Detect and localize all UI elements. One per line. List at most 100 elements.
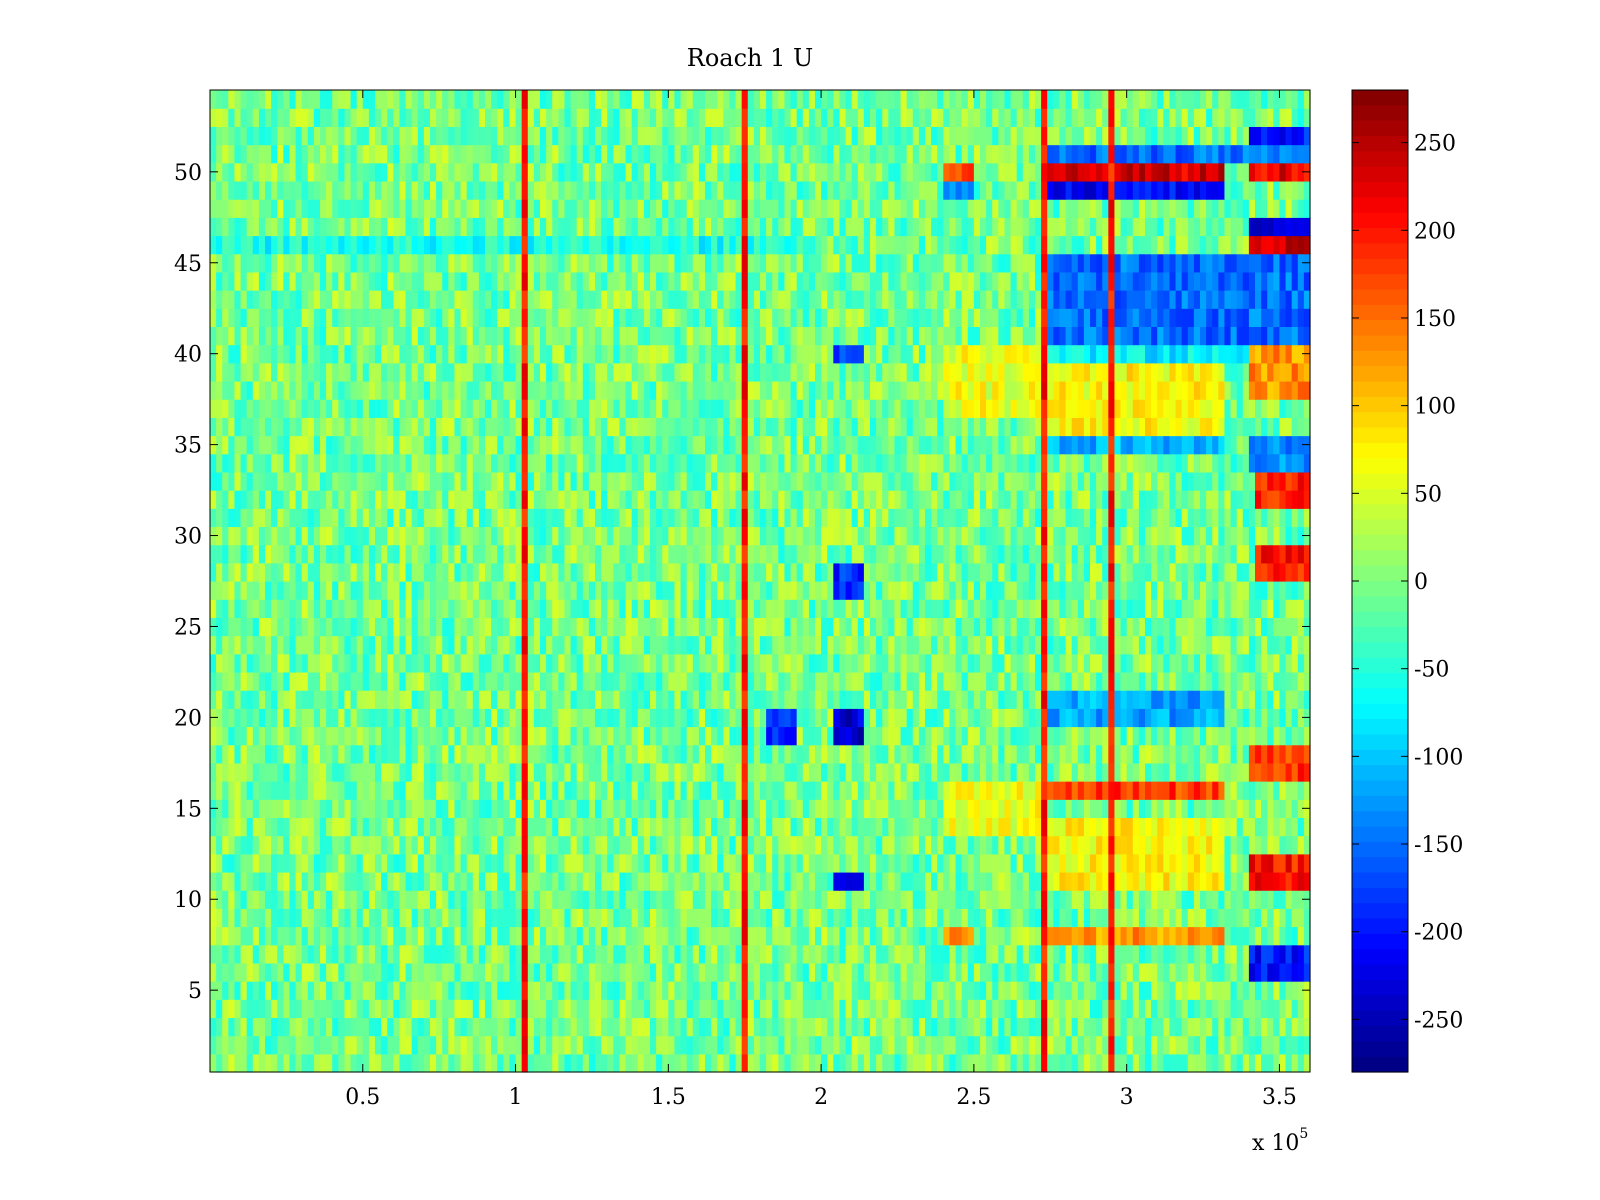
heatmap-cell	[1071, 599, 1079, 618]
heatmap-cell	[1169, 926, 1177, 946]
heatmap-cell	[882, 908, 889, 928]
heatmap-cell	[815, 962, 822, 982]
heatmap-cell	[607, 690, 614, 709]
heatmap-cell	[735, 708, 743, 728]
heatmap-cell	[967, 1035, 975, 1055]
heatmap-cell	[631, 617, 639, 637]
heatmap-cell	[796, 871, 804, 891]
heatmap-cell	[967, 635, 975, 655]
heatmap-cell	[582, 762, 590, 782]
heatmap-cell	[894, 653, 902, 673]
heatmap-cell	[558, 1035, 566, 1055]
heatmap-cell	[961, 1035, 969, 1055]
heatmap-cell	[485, 653, 492, 673]
heatmap-cell	[1291, 1035, 1299, 1055]
heatmap-cell	[711, 853, 718, 873]
heatmap-cell	[344, 581, 352, 600]
heatmap-cell	[943, 690, 951, 709]
heatmap-cell	[338, 617, 346, 637]
heatmap-cell	[350, 817, 358, 837]
heatmap-cell	[863, 799, 871, 819]
heatmap-cell	[839, 744, 847, 764]
heatmap-cell	[1022, 890, 1030, 909]
heatmap-cell	[552, 817, 559, 837]
heatmap-cell	[1028, 744, 1036, 764]
heatmap-cell	[1096, 581, 1103, 600]
heatmap-cell	[533, 890, 541, 909]
heatmap-cell	[1279, 835, 1287, 855]
heatmap-cell	[1053, 853, 1061, 873]
heatmap-cell	[533, 999, 541, 1019]
heatmap-cell	[1090, 871, 1097, 891]
heatmap-cell	[650, 1053, 657, 1073]
heatmap-cell	[1261, 599, 1268, 618]
heatmap-cell	[1206, 944, 1213, 964]
heatmap-cell	[1236, 944, 1244, 964]
heatmap-cell	[631, 944, 639, 964]
heatmap-cell	[252, 708, 260, 728]
heatmap-cell	[1242, 1035, 1250, 1055]
heatmap-cell	[931, 744, 938, 764]
heatmap-cell	[1175, 744, 1183, 764]
heatmap-cell	[808, 1035, 816, 1055]
heatmap-cell	[747, 726, 755, 746]
heatmap-cell	[332, 671, 339, 691]
heatmap-cell	[656, 908, 663, 928]
heatmap-cell	[625, 981, 633, 1000]
heatmap-cell	[1242, 817, 1250, 837]
heatmap-cell	[912, 762, 920, 782]
heatmap-cell	[808, 653, 816, 673]
heatmap-cell	[1261, 962, 1268, 982]
heatmap-cell	[595, 781, 602, 800]
heatmap-cell	[790, 1035, 798, 1055]
heatmap-cell	[778, 617, 786, 637]
heatmap-cell	[1230, 1053, 1238, 1073]
heatmap-cell	[1157, 890, 1164, 909]
heatmap-cell	[1212, 708, 1219, 728]
heatmap-cell	[1059, 726, 1067, 746]
heatmap-cell	[1077, 981, 1085, 1000]
heatmap-cell	[1077, 890, 1085, 909]
heatmap-cell	[356, 726, 364, 746]
heatmap-cell	[637, 562, 645, 582]
heatmap-cell	[980, 1035, 987, 1055]
heatmap-cell	[1242, 835, 1250, 855]
heatmap-cell	[393, 981, 401, 1000]
heatmap-cell	[973, 962, 981, 982]
heatmap-cell	[686, 853, 694, 873]
heatmap-cell	[1059, 617, 1067, 637]
heatmap-cell	[258, 726, 266, 746]
heatmap-cell	[980, 671, 987, 691]
heatmap-cell	[558, 871, 566, 891]
heatmap-cell	[399, 926, 407, 946]
heatmap-cell	[607, 671, 614, 691]
heatmap-cell	[937, 1053, 944, 1073]
heatmap-cell	[1071, 708, 1079, 728]
heatmap-cell	[570, 1035, 578, 1055]
heatmap-cell	[1083, 599, 1091, 618]
heatmap-cell	[802, 653, 810, 673]
heatmap-cell	[240, 853, 248, 873]
heatmap-cell	[870, 726, 877, 746]
heatmap-cell	[1267, 853, 1274, 873]
heatmap-cell	[900, 817, 908, 837]
heatmap-cell	[466, 599, 474, 618]
heatmap-cell	[857, 581, 865, 600]
heatmap-cell	[1132, 762, 1140, 782]
heatmap-cell	[1096, 671, 1103, 691]
heatmap-cell	[515, 853, 523, 873]
heatmap-cell	[601, 599, 608, 618]
heatmap-cell	[246, 1017, 254, 1037]
heatmap-cell	[1163, 635, 1171, 655]
heatmap-cell	[1224, 708, 1232, 728]
heatmap-cell	[381, 981, 388, 1000]
heatmap-cell	[662, 1017, 669, 1037]
heatmap-cell	[674, 981, 682, 1000]
heatmap-cell	[1169, 1053, 1177, 1073]
heatmap-cell	[1200, 581, 1207, 600]
heatmap-cell	[1261, 890, 1268, 909]
heatmap-cell	[234, 981, 242, 1000]
heatmap-cell	[1028, 653, 1036, 673]
heatmap-cell	[931, 999, 938, 1019]
heatmap-cell	[631, 653, 639, 673]
